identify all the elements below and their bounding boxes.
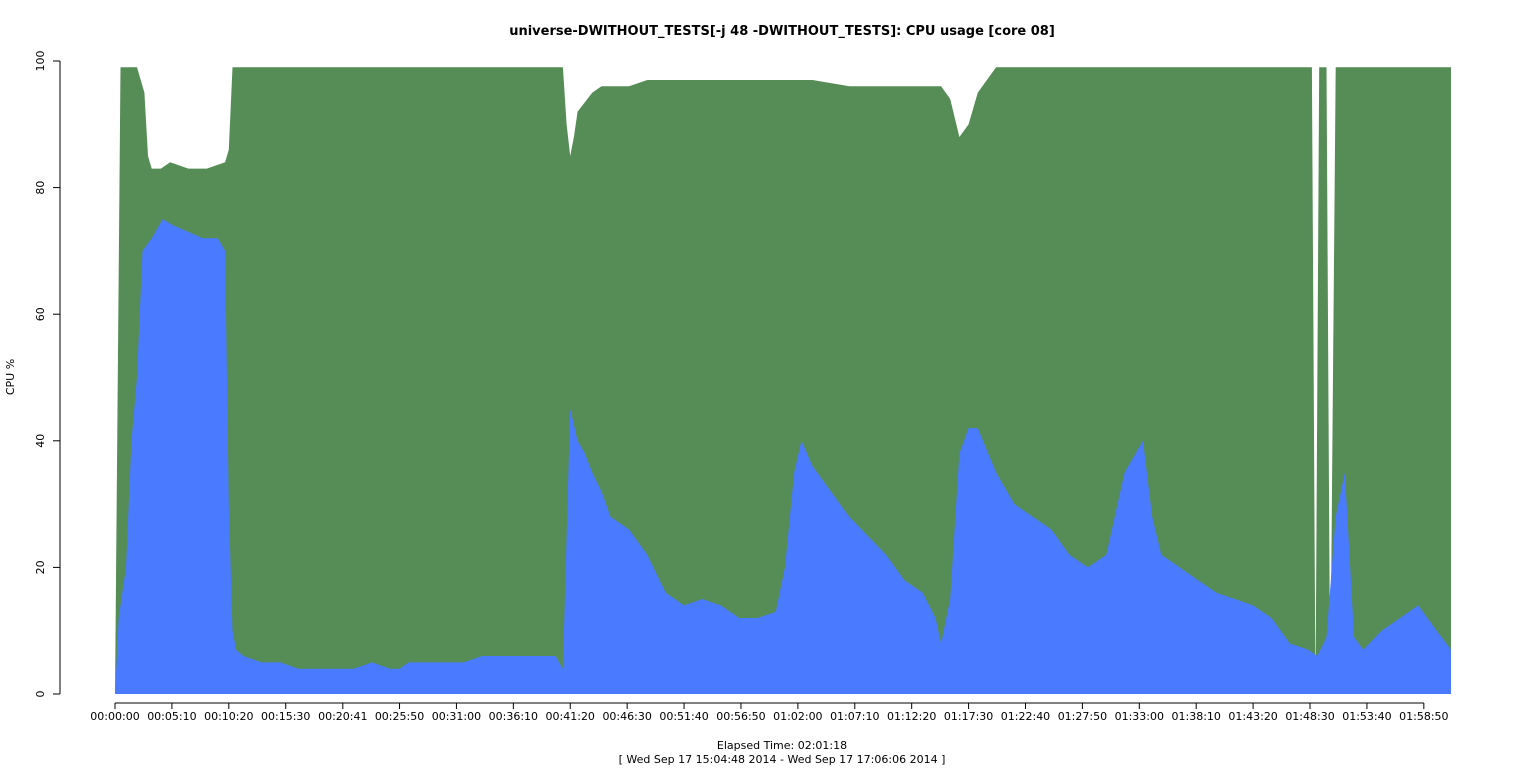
x-tick-label: 01:17:30 bbox=[944, 710, 993, 723]
y-tick-label: 100 bbox=[34, 51, 47, 72]
x-tick-label: 00:05:10 bbox=[147, 710, 196, 723]
series-area-0 bbox=[115, 219, 1451, 695]
x-tick-label: 00:56:50 bbox=[716, 710, 765, 723]
x-tick-label: 01:22:40 bbox=[1001, 710, 1050, 723]
x-tick-label: 01:27:50 bbox=[1058, 710, 1107, 723]
x-tick-label: 01:33:00 bbox=[1115, 710, 1164, 723]
chart-title: universe-DWITHOUT_TESTS[-j 48 -DWITHOUT_… bbox=[509, 24, 1055, 39]
x-tick-label: 00:00:00 bbox=[90, 710, 139, 723]
x-tick-label: 01:02:00 bbox=[773, 710, 822, 723]
y-tick-label: 40 bbox=[34, 434, 47, 448]
x-tick-label: 00:41:20 bbox=[546, 710, 595, 723]
x-tick-label: 01:07:10 bbox=[830, 710, 879, 723]
x-tick-label: 00:36:10 bbox=[489, 710, 538, 723]
x-axis: 00:00:00 00:05:10 00:10:20 00:15:30 00:20:41… bbox=[90, 702, 1449, 723]
x-tick-label: 01:48:30 bbox=[1285, 710, 1334, 723]
x-tick-label: 00:46:30 bbox=[602, 710, 651, 723]
x-tick-label: 00:10:20 bbox=[204, 710, 253, 723]
y-axis: 0 20 40 60 80 100 bbox=[34, 51, 61, 698]
y-tick-label: 0 bbox=[34, 691, 47, 698]
x-tick-label: 00:25:50 bbox=[375, 710, 424, 723]
x-tick-label: 01:12:20 bbox=[887, 710, 936, 723]
y-axis-label: CPU % bbox=[4, 359, 17, 395]
x-tick-label: 00:31:00 bbox=[432, 710, 481, 723]
x-tick-label: 01:43:20 bbox=[1228, 710, 1277, 723]
x-tick-label: 01:53:40 bbox=[1342, 710, 1391, 723]
y-tick-label: 60 bbox=[34, 307, 47, 321]
chart-subtitle: [ Wed Sep 17 15:04:48 2014 - Wed Sep 17 … bbox=[619, 753, 946, 766]
x-axis-label: Elapsed Time: 02:01:18 bbox=[717, 739, 847, 752]
x-tick-label: 01:38:10 bbox=[1172, 710, 1221, 723]
series-layer bbox=[115, 67, 1451, 695]
x-tick-label: 01:58:50 bbox=[1399, 710, 1448, 723]
y-tick-label: 80 bbox=[34, 181, 47, 195]
x-tick-label: 00:15:30 bbox=[261, 710, 310, 723]
y-tick-label: 20 bbox=[34, 560, 47, 574]
x-tick-label: 00:51:40 bbox=[659, 710, 708, 723]
x-tick-label: 00:20:41 bbox=[318, 710, 367, 723]
